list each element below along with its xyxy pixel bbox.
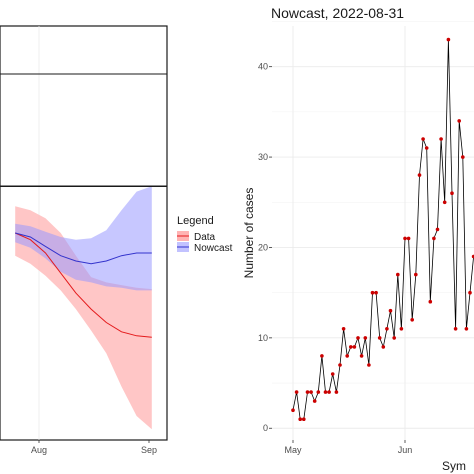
data-point [399,327,404,331]
data-point [421,137,425,141]
right-chart-title: Nowcast, 2022-08-31 [271,5,404,21]
data-point [359,354,364,358]
data-point [298,417,303,422]
data-point [388,308,393,313]
right-plot-background [272,26,474,440]
data-point [396,272,400,277]
data-point [334,390,339,394]
left-x-tick-sep: Sep [141,445,157,455]
right-y-axis-title: Number of cases [242,188,256,279]
data-point [446,37,451,42]
data-point [330,372,335,376]
data-point [370,290,375,295]
right-chart-panel: Nowcast, 2022-08-31 0 10 20 30 40 May Jun Num… [242,5,474,473]
left-lines-group [14,232,152,338]
legend-title: Legend [177,215,214,227]
data-point [291,408,295,413]
data-point [464,327,469,331]
data-point [410,318,415,322]
data-point [305,390,310,394]
data-point [352,345,357,349]
data-point [385,327,389,331]
line-nowcast [15,232,152,265]
right-series-points [291,37,474,422]
right-y-tick-label: 30 [258,152,268,162]
data-point [349,345,353,349]
right-grid [272,21,474,440]
data-point [471,254,474,259]
right-y-tick-label: 10 [258,333,268,343]
data-point [428,299,433,304]
right-series-line [292,39,474,420]
right-x-tick-jun: Jun [398,445,413,455]
band-nowcast [15,186,152,291]
legend: Legend Data Nowcast [177,215,233,254]
legend-entry-data: Data [177,231,216,243]
left-x-tick-aug: Aug [31,445,47,455]
data-point [323,390,328,394]
line-data [14,232,152,338]
right-y-tick-label: 20 [258,242,268,252]
data-point [453,327,458,331]
data-point [403,236,407,241]
legend-label-nowcast: Nowcast [194,243,233,254]
data-point [320,354,324,358]
data-point [309,390,313,394]
data-point [312,399,317,403]
right-x-tick-may: May [284,445,302,455]
right-x-axis-title: Sym [442,459,466,473]
legend-label-data: Data [194,232,216,243]
data-point [316,390,321,394]
right-y-tick-label: 0 [263,423,268,433]
data-point [356,336,360,340]
data-point [327,390,331,394]
data-point [457,119,462,123]
data-point [461,155,465,159]
left-x-ticks: Aug Sep [31,440,157,455]
data-point [374,290,378,295]
legend-entry-nowcast: Nowcast [177,242,233,254]
data-point [432,236,436,241]
data-point [450,191,454,195]
data-point [392,336,397,340]
data-point [406,236,411,241]
data-point [377,336,382,340]
data-point [439,137,443,141]
right-x-ticks: May Jun [284,440,412,455]
data-point [381,345,386,349]
data-point [302,417,306,422]
data-point [363,336,368,340]
right-y-ticks: 0 10 20 30 40 [258,62,272,433]
data-point [341,327,346,331]
data-point [338,363,342,367]
left-chart-panel: Aug Sep [0,25,168,455]
band-data [15,206,152,430]
data-point [367,363,371,367]
data-point [435,227,440,232]
data-point [414,272,418,277]
data-point [442,200,447,205]
data-point [424,146,429,150]
right-y-tick-label: 40 [258,62,268,72]
data-point [294,390,299,394]
data-point [345,354,350,358]
data-point [417,173,422,177]
left-bands-group [15,186,152,430]
data-point [468,290,472,295]
